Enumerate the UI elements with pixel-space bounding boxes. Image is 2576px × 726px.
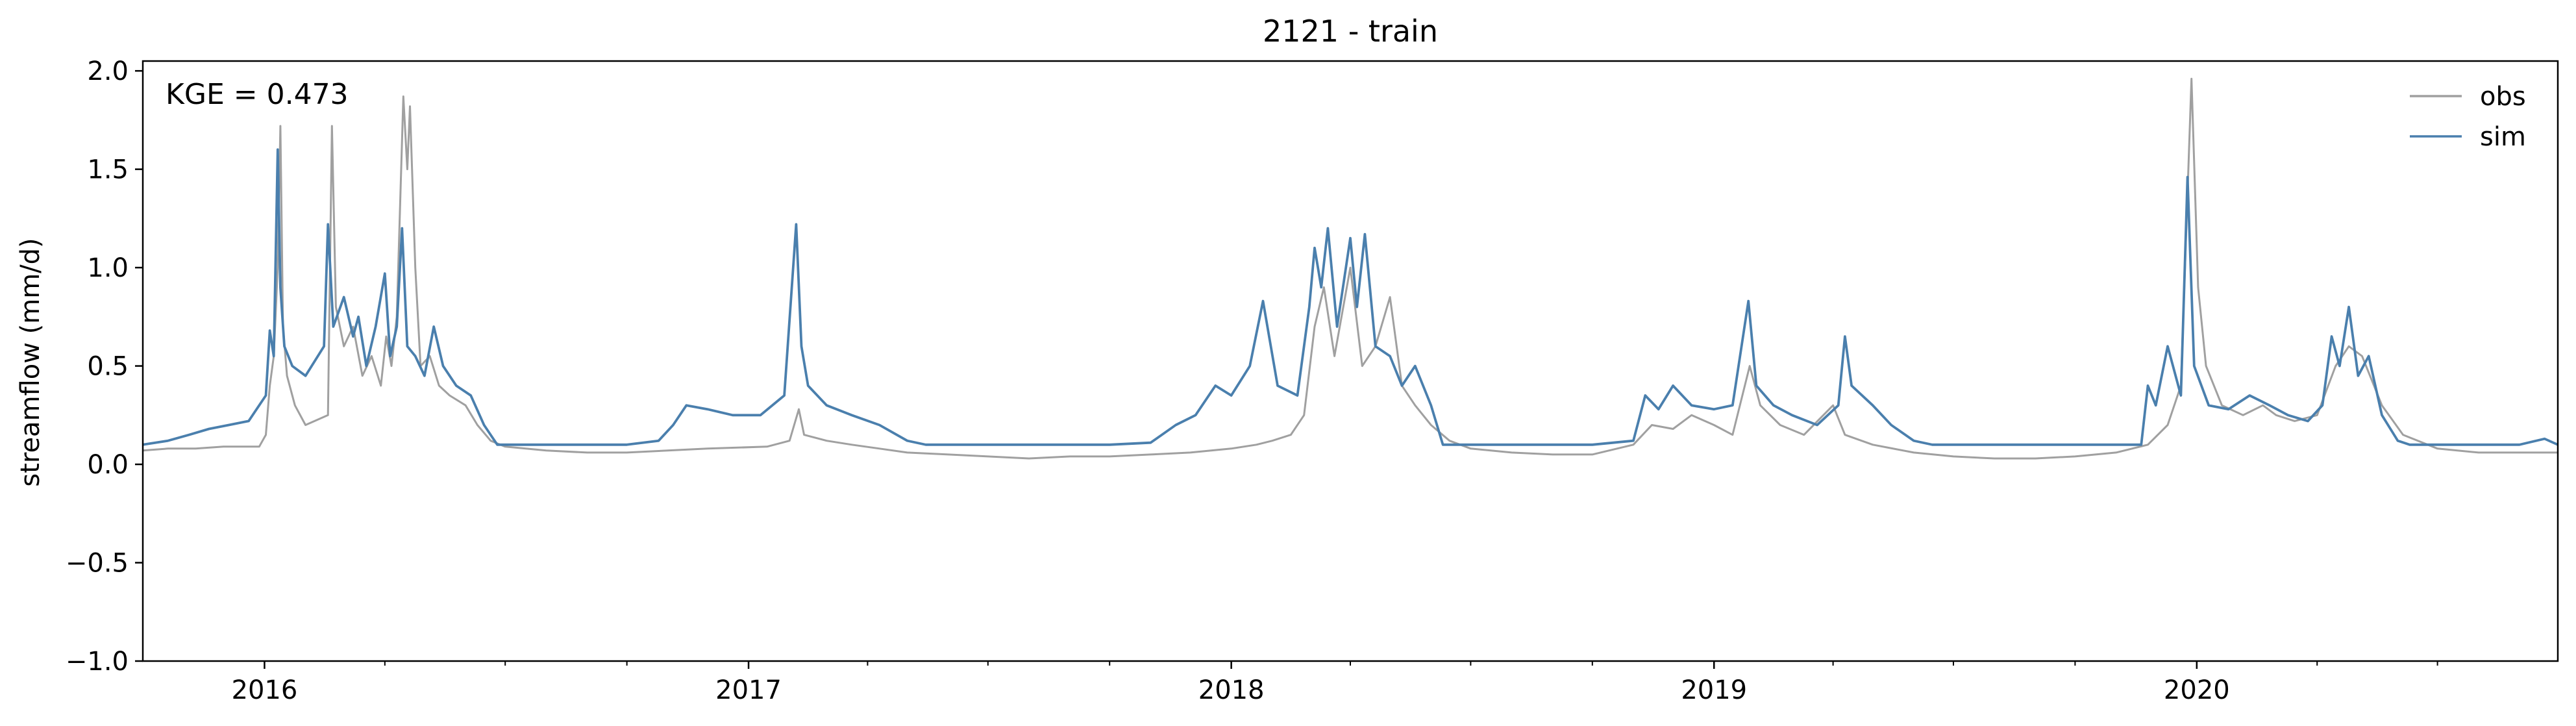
plot-frame (142, 60, 2559, 662)
y-tick-label: −0.5 (66, 549, 129, 579)
x-tick-label: 2018 (1198, 675, 1265, 705)
plot-area: −1.0 −0.5 0.0 0.5 1.0 1.5 2.0 2016 2017 2018 2019… (66, 56, 2559, 705)
series-layer (142, 77, 2558, 460)
y-tick-label: 2.0 (87, 56, 129, 86)
x-axis: 2016 2017 2018 2019 2020 (232, 661, 2438, 705)
y-tick-label: −1.0 (66, 647, 129, 677)
y-tick-label: 0.0 (87, 450, 129, 480)
series-line-obs (142, 77, 2558, 460)
y-tick-label: 1.5 (87, 155, 129, 185)
x-tick-label: 2020 (2164, 675, 2230, 705)
x-tick-label: 2017 (715, 675, 782, 705)
kge-annotation: KGE = 0.473 (166, 78, 349, 111)
chart-title: 2121 - train (1263, 14, 1438, 49)
y-axis-label: streamflow (mm/d) (16, 238, 45, 486)
legend: obs sim (2410, 82, 2526, 152)
x-tick-label: 2019 (1681, 675, 1747, 705)
y-tick-label: 1.0 (87, 253, 129, 283)
x-tick-label: 2016 (232, 675, 298, 705)
legend-sim-label: sim (2480, 122, 2526, 152)
series-line-sim (142, 148, 2558, 446)
legend-obs-label: obs (2480, 82, 2526, 112)
y-axis: −1.0 −0.5 0.0 0.5 1.0 1.5 2.0 (66, 56, 143, 677)
y-tick-label: 0.5 (87, 352, 129, 382)
